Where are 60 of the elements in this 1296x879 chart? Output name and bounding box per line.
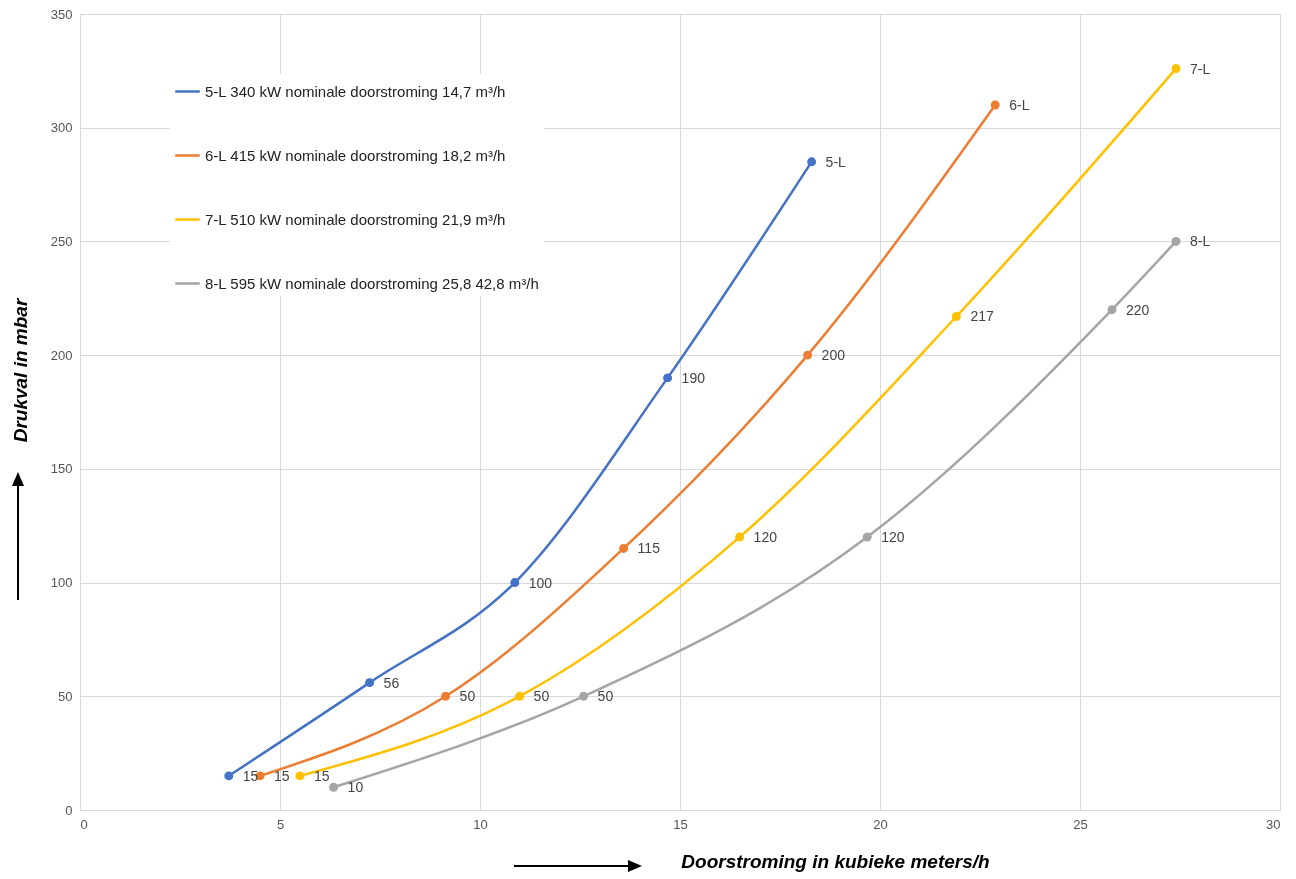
point [803,350,813,360]
point [1171,64,1181,74]
point [619,543,629,553]
point [579,691,589,701]
legend-label: 6-L 415 kW nominale doorstroming 18,2 m³/h [205,146,506,164]
annotation: 7-L [1190,60,1211,77]
y-tick-label: 0 [65,802,73,818]
data-label: 200 [821,347,846,364]
y-tick-label: 150 [50,461,73,477]
data-label: 190 [681,369,706,386]
point [441,691,451,701]
point [990,100,1000,110]
y-tick-label: 100 [50,575,73,591]
point [951,312,961,321]
x-tick-label: 5 [276,816,285,832]
data-label: 220 [1126,301,1150,318]
point [1171,236,1181,246]
data-label: 10 [347,779,364,796]
point [224,771,234,781]
x-tick-label: 20 [873,816,888,832]
x-axis-title: Doorstroming in kubieke meters/h [681,850,990,872]
y-tick-label: 50 [58,688,73,704]
point [862,532,872,542]
data-label: 120 [753,529,778,546]
point [365,678,375,688]
data-label: 50 [459,688,476,705]
point [1107,305,1117,315]
legend-label: 7-L 510 kW nominale doorstroming 21,9 m³/h [205,210,506,228]
data-label: 115 [637,540,661,557]
annotation: 5-L [825,153,847,170]
annotation: 6-L [1009,96,1030,113]
y-tick-label: 250 [50,233,73,249]
point [807,157,817,167]
x-tick-label: 30 [1266,816,1281,832]
annotation: 8-L [1190,233,1211,250]
y-tick-label: 200 [50,347,73,363]
y-axis-title: Drukval in mbar [9,297,31,443]
point [663,373,673,383]
legend-label: 5-L 340 kW nominale doorstroming 14,7 m³/h [205,82,506,100]
x-tick-label: 25 [1073,816,1088,832]
data-label: 56 [383,674,400,691]
data-label: 217 [970,308,994,325]
data-label: 15 [314,767,330,784]
data-label: 15 [242,767,259,784]
point [295,771,305,781]
x-tick-label: 0 [80,816,88,832]
point [735,532,745,542]
legend-label: 8-L 595 kW nominale doorstroming 25,8 42,8 m³/h [205,274,539,292]
data-label: 50 [597,688,614,705]
point [510,578,520,588]
x-tick-label: 15 [673,816,688,832]
data-label: 50 [533,688,550,705]
data-label: 120 [881,529,905,546]
point [329,782,339,792]
y-tick-label: 350 [50,6,73,22]
data-label: 100 [528,574,553,591]
data-label: 15 [274,767,290,784]
x-tick-label: 10 [473,816,488,832]
y-tick-label: 300 [50,120,73,136]
point [515,691,525,701]
